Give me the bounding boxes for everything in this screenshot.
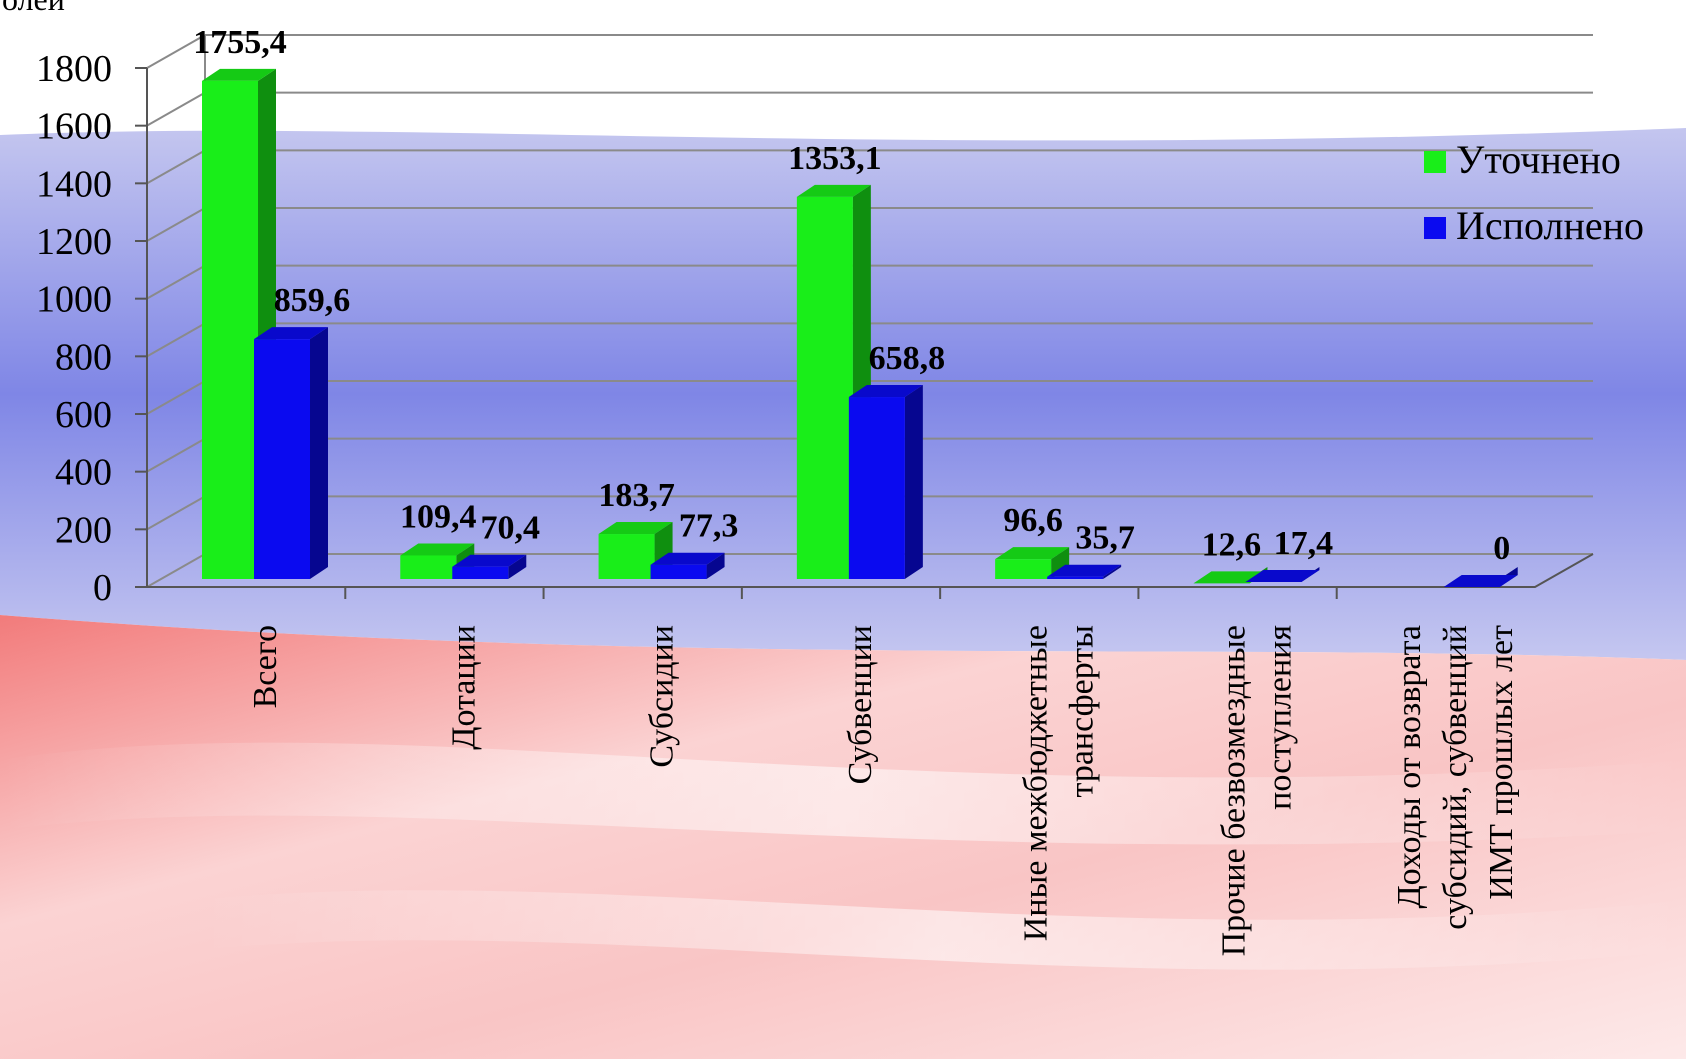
data-label: 109,4 <box>400 498 477 535</box>
category-label: Прочие безвозмездные <box>1216 625 1253 956</box>
gridline-side <box>146 322 206 358</box>
data-label: 35,7 <box>1075 520 1135 557</box>
data-label: 96,6 <box>1003 502 1063 539</box>
bar-ispolneno <box>452 554 527 579</box>
legend-swatch <box>1424 151 1446 173</box>
category-label: субсидий, субвенций <box>1437 625 1474 930</box>
y-unit-label: олей <box>2 0 65 17</box>
y-tick-labels: 0 200 400 600 800 1000 1200 1400 1600 1800 <box>36 48 112 609</box>
bar-ispolneno <box>650 552 725 579</box>
gridline-side <box>146 380 206 415</box>
gridline-side <box>146 495 206 531</box>
bar-utochneno <box>202 68 276 579</box>
data-label: 70,4 <box>481 510 541 547</box>
bar-ispolneno <box>1443 567 1518 587</box>
bars <box>202 68 1518 587</box>
y-tick-label: 0 <box>93 567 112 609</box>
legend: Уточнено Исполнено <box>1424 137 1644 248</box>
legend-swatch <box>1424 217 1446 239</box>
legend-entry: Уточнено <box>1456 137 1621 182</box>
y-tick-label: 400 <box>55 452 112 494</box>
data-label: 1755,4 <box>193 24 287 61</box>
bar-ispolneno <box>1047 564 1122 579</box>
y-tick-label: 1400 <box>36 163 112 205</box>
category-label: Всего <box>247 625 284 708</box>
y-tick-label: 600 <box>55 394 112 436</box>
gridline-side <box>146 149 206 185</box>
data-label: 77,3 <box>679 508 739 545</box>
gridline-side <box>146 34 206 69</box>
gridline-side <box>146 207 206 242</box>
category-label: Доходы от возврата <box>1391 625 1428 909</box>
x-axis <box>147 553 1594 588</box>
gridline-side <box>146 437 206 473</box>
category-label: Субсидии <box>644 625 681 768</box>
y-tick-label: 1600 <box>36 106 112 148</box>
data-label: 0 <box>1493 530 1510 567</box>
data-label: 1353,1 <box>788 140 882 177</box>
category-label: Иные межбюджетные <box>1017 625 1054 941</box>
category-labels: Всего Дотации Субсидии Субвенции Иные межбюд… <box>247 625 1520 957</box>
category-label: Дотации <box>445 625 482 750</box>
y-tick-label: 200 <box>55 509 112 551</box>
bar-ispolneno <box>254 327 328 579</box>
bar-ispolneno <box>1245 567 1320 582</box>
y-tick-label: 1200 <box>36 221 112 263</box>
category-label: поступления <box>1262 625 1299 810</box>
bar-ispolneno <box>848 385 923 579</box>
category-label: Субвенции <box>842 625 879 784</box>
y-tick-label: 800 <box>55 336 112 378</box>
data-label: 17,4 <box>1274 525 1334 562</box>
category-label: ИМТ прошлых лет <box>1483 625 1520 900</box>
data-label: 658,8 <box>869 340 946 377</box>
legend-entry: Исполнено <box>1456 203 1644 248</box>
data-label: 183,7 <box>598 477 675 514</box>
data-labels: 1755,4 109,4 183,7 1353,1 96,6 12,6 859,6 70,4 7… <box>193 24 1510 567</box>
gridline-side <box>146 264 206 300</box>
y-tick-label: 1000 <box>36 279 112 321</box>
bar-utochneno <box>995 547 1070 579</box>
gridline-side <box>146 553 206 588</box>
data-label: 859,6 <box>274 282 351 319</box>
category-label: трансферты <box>1063 625 1100 798</box>
gridline-side <box>146 91 206 127</box>
y-tick-label: 1800 <box>36 48 112 90</box>
data-label: 12,6 <box>1202 526 1262 563</box>
